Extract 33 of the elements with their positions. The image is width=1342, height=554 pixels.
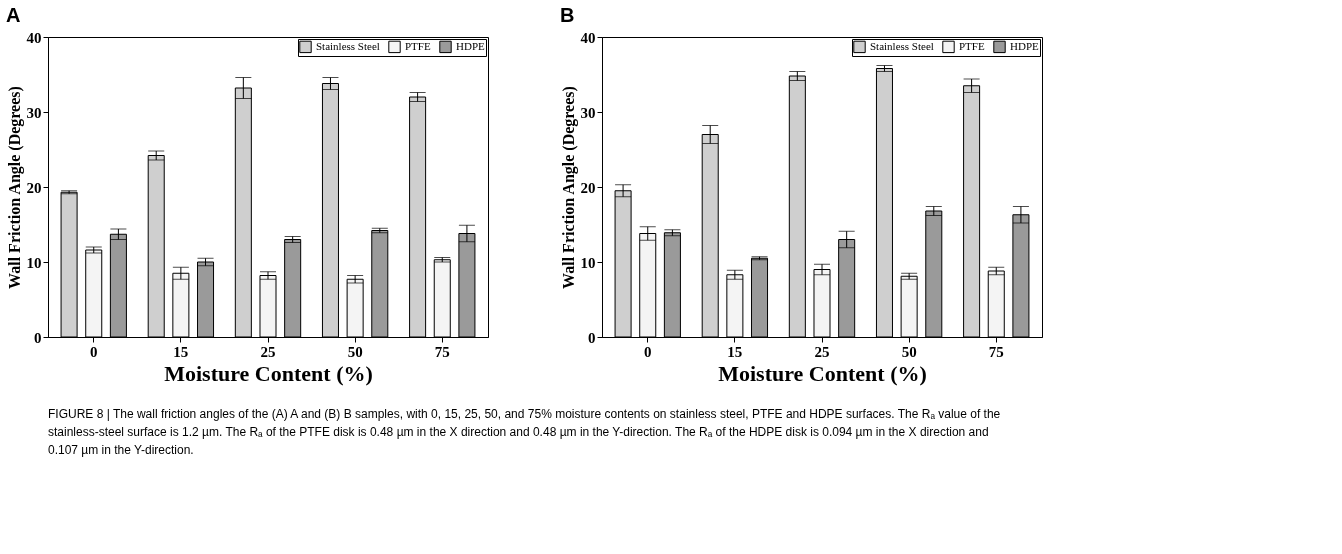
y-tick-label: 20 bbox=[26, 179, 42, 196]
y-tick-label: 30 bbox=[580, 104, 596, 121]
y-axis-title: Wall Friction Angle (Degrees) bbox=[5, 86, 24, 289]
chart-title: B bbox=[560, 4, 575, 26]
y-tick-label: 40 bbox=[26, 29, 42, 46]
x-axis-title: Moisture Content (%) bbox=[718, 360, 927, 386]
legend-label: Stainless Steel bbox=[870, 39, 934, 52]
y-tick-label: 10 bbox=[26, 254, 42, 271]
y-tick-label: 0 bbox=[588, 329, 596, 346]
x-tick-label: 15 bbox=[727, 343, 743, 360]
x-tick-label: 75 bbox=[434, 343, 450, 360]
y-tick-label: 40 bbox=[580, 29, 596, 46]
caption: FIGURE 8 | The wall friction angles of the (A) A and (B) B samples, with 0, 15, 25, 50, and 75% moisture contents on stainless steel, PTFE and HDPE surfaces. The Rₐ value of the stainless-steel surface is 1.2 µm. The Rₐ of the PTFE disk is 0.48 µm in the X direction and 0.48 µm in the Y-direction. The Rₐ of the HDPE disk is 0.094 µm in the X direction and 0.107 µm in the Y-direction. bbox=[48, 407, 1001, 457]
legend-label: HDPE bbox=[456, 39, 486, 52]
x-tick-label: 15 bbox=[173, 343, 189, 360]
y-tick-label: 0 bbox=[34, 329, 42, 346]
x-tick-label: 50 bbox=[347, 343, 363, 360]
legend-label: PTFE bbox=[405, 39, 431, 52]
legend-label: Stainless Steel bbox=[316, 39, 380, 52]
x-axis-title: Moisture Content (%) bbox=[164, 360, 373, 386]
legend-label: PTFE bbox=[959, 39, 985, 52]
x-tick-label: 0 bbox=[89, 343, 98, 360]
x-tick-label: 25 bbox=[260, 343, 276, 360]
y-tick-label: 10 bbox=[580, 254, 596, 271]
legend-label: HDPE bbox=[1010, 39, 1040, 52]
x-tick-label: 0 bbox=[643, 343, 652, 360]
chart-title: A bbox=[6, 4, 21, 26]
y-axis-title: Wall Friction Angle (Degrees) bbox=[559, 86, 578, 289]
x-tick-label: 25 bbox=[814, 343, 830, 360]
y-tick-label: 30 bbox=[26, 104, 42, 121]
y-tick-label: 20 bbox=[580, 179, 596, 196]
x-tick-label: 75 bbox=[988, 343, 1004, 360]
x-tick-label: 50 bbox=[901, 343, 917, 360]
